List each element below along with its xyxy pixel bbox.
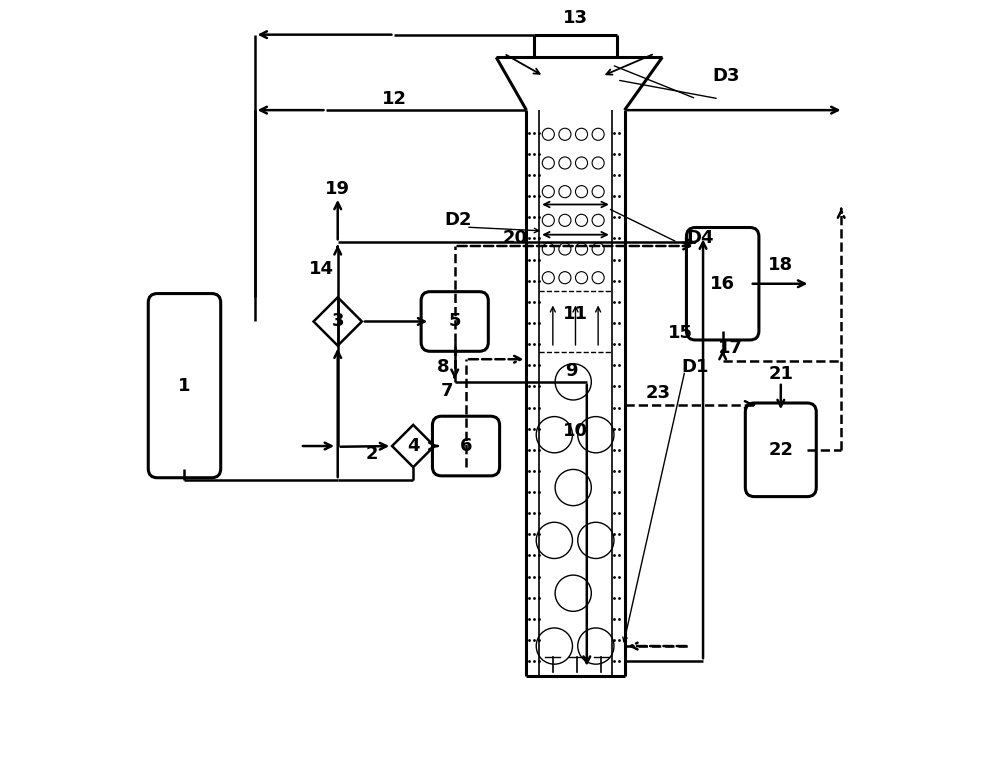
Text: 4: 4 [407,437,419,455]
FancyBboxPatch shape [686,227,759,340]
Text: D2: D2 [445,210,472,229]
Text: 2: 2 [365,444,378,463]
Text: 12: 12 [382,90,407,108]
Text: 6: 6 [460,437,472,455]
FancyBboxPatch shape [745,403,816,497]
Text: 9: 9 [565,362,578,380]
Text: 17: 17 [718,339,743,357]
FancyBboxPatch shape [148,293,221,477]
Text: 20: 20 [503,229,528,247]
Text: 21: 21 [768,365,793,383]
Text: 11: 11 [563,305,588,323]
Text: D4: D4 [686,229,714,247]
Text: 18: 18 [767,256,793,274]
Text: 15: 15 [668,324,693,342]
Text: 7: 7 [441,382,453,400]
Text: 22: 22 [768,440,793,459]
Text: 5: 5 [448,313,461,330]
Text: 23: 23 [646,384,671,402]
Text: 13: 13 [563,9,588,27]
Text: 8: 8 [437,358,450,376]
Text: 1: 1 [178,377,191,395]
Text: 16: 16 [710,275,735,293]
Text: 10: 10 [563,422,588,440]
FancyBboxPatch shape [421,292,488,351]
Text: D3: D3 [713,67,740,85]
FancyBboxPatch shape [432,417,500,476]
Text: D1: D1 [681,358,708,376]
Text: 3: 3 [331,313,344,330]
Text: 14: 14 [309,259,334,278]
Text: 19: 19 [325,180,350,199]
